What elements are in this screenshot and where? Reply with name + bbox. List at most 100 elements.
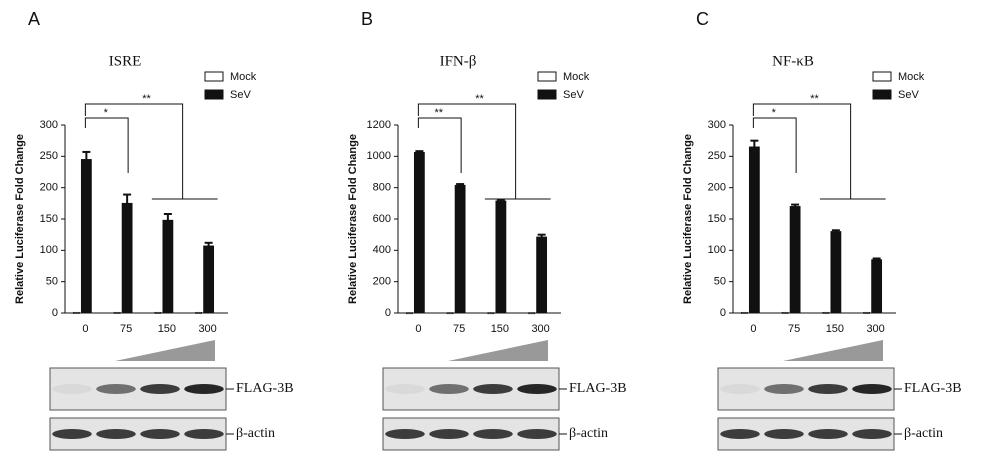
y-tick-label: 1200	[367, 119, 391, 131]
error-bar	[750, 139, 759, 147]
error-bar	[123, 193, 132, 204]
significance: **	[434, 107, 443, 119]
legend-swatch	[537, 71, 557, 82]
y-axis-label: Relative Luciferase Fold Change	[347, 134, 359, 304]
blot-band	[96, 384, 136, 394]
blot-band	[808, 429, 848, 439]
y-tick-label: 400	[373, 244, 391, 256]
legend-label: SeV	[898, 89, 919, 101]
bar	[528, 312, 536, 315]
bar	[487, 312, 495, 315]
bar	[495, 200, 507, 314]
blot-band	[96, 429, 136, 439]
y-tick-label: 100	[40, 244, 58, 256]
legend-swatch	[872, 89, 892, 100]
blot-band	[140, 384, 180, 394]
error-bar	[163, 212, 172, 221]
bar	[454, 184, 466, 314]
bar	[748, 146, 760, 314]
bar	[72, 311, 80, 314]
x-tick-label: 300	[866, 323, 884, 335]
bracket	[417, 103, 517, 199]
x-tick-label: 150	[491, 323, 509, 335]
y-tick-label: 300	[40, 119, 58, 131]
blot-band	[517, 429, 557, 439]
bar	[789, 206, 801, 314]
blot-label: β-actin	[904, 426, 943, 441]
x-tick-label: 0	[750, 323, 756, 335]
y-tick-label: 200	[40, 182, 58, 194]
panel-label: C	[696, 9, 709, 29]
bar	[154, 311, 162, 314]
blot-band	[429, 429, 469, 439]
x-tick-label: 75	[788, 323, 800, 335]
legend-label: SeV	[230, 89, 251, 101]
blot-label: β-actin	[236, 426, 275, 441]
blot-band	[385, 429, 425, 439]
error-bar	[456, 183, 465, 186]
y-tick-label: 50	[714, 276, 726, 288]
x-tick-label: 150	[826, 323, 844, 335]
bar	[162, 219, 174, 314]
panel-label: B	[361, 9, 373, 29]
y-tick-label: 150	[40, 213, 58, 225]
legend-swatch	[537, 89, 557, 100]
blot-band	[764, 384, 804, 394]
significance: *	[104, 107, 109, 119]
bar	[830, 231, 842, 314]
x-tick-label: 0	[415, 323, 421, 335]
bar	[113, 311, 121, 314]
bar	[446, 312, 454, 315]
blot-band	[429, 384, 469, 394]
bar	[203, 245, 215, 314]
blot-band	[764, 429, 804, 439]
blot-band	[808, 384, 848, 394]
bracket	[417, 117, 462, 173]
panel-label: A	[28, 9, 40, 29]
y-tick-label: 0	[720, 307, 726, 319]
y-tick-label: 0	[52, 307, 58, 319]
y-tick-label: 1000	[367, 150, 391, 162]
y-tick-label: 800	[373, 182, 391, 194]
bracket	[84, 117, 129, 173]
legend-label: SeV	[563, 89, 584, 101]
y-tick-label: 250	[708, 150, 726, 162]
blot-band	[52, 384, 92, 394]
blot-band	[473, 429, 513, 439]
error-bar	[537, 233, 546, 238]
x-tick-label: 75	[120, 323, 132, 335]
bar	[405, 312, 413, 315]
blot-label: FLAG-3B	[236, 381, 294, 396]
blot-band	[473, 384, 513, 394]
blot-label: FLAG-3B	[569, 381, 627, 396]
significance: **	[142, 93, 151, 105]
blot-band	[184, 429, 224, 439]
y-tick-label: 200	[708, 182, 726, 194]
legend-swatch	[204, 89, 224, 100]
blot-band	[385, 384, 425, 394]
bar	[863, 311, 871, 314]
blot-band	[140, 429, 180, 439]
bar	[195, 311, 203, 314]
dose-triangle	[448, 340, 548, 361]
error-bar	[872, 257, 881, 260]
error-bar	[831, 229, 840, 232]
legend-label: Mock	[230, 71, 257, 83]
significance: **	[810, 93, 819, 105]
significance: **	[475, 93, 484, 105]
blot-band	[184, 384, 224, 394]
bar	[822, 311, 830, 314]
y-tick-label: 200	[373, 276, 391, 288]
error-bar	[791, 203, 800, 207]
x-tick-label: 0	[82, 323, 88, 335]
blot-band	[52, 429, 92, 439]
y-tick-label: 250	[40, 150, 58, 162]
bar	[536, 236, 548, 314]
x-tick-label: 300	[531, 323, 549, 335]
y-tick-label: 100	[708, 244, 726, 256]
dose-triangle	[115, 340, 215, 361]
blot-band	[517, 384, 557, 394]
bracket	[752, 117, 797, 173]
bracket	[752, 103, 852, 199]
legend-swatch	[204, 71, 224, 82]
